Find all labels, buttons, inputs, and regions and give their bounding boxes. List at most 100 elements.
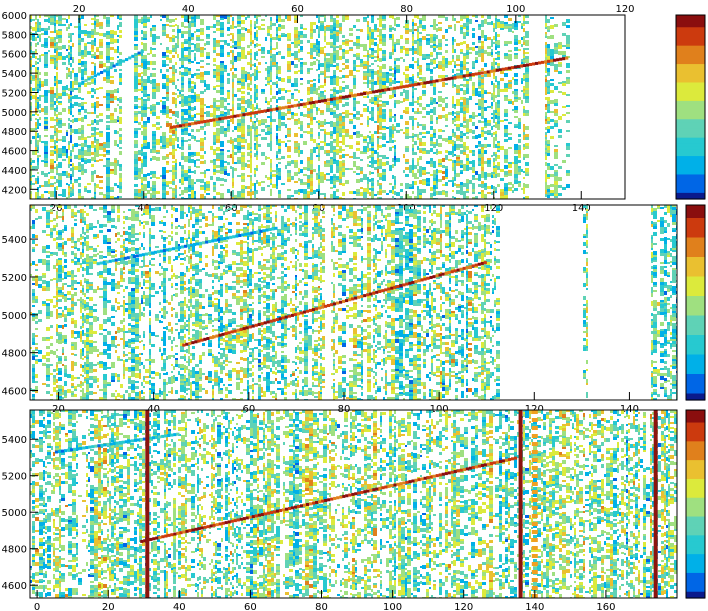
- heatmap-cell: [430, 141, 433, 144]
- heatmap-cell: [318, 125, 320, 129]
- heatmap-cell: [342, 192, 345, 196]
- heatmap-cell: [433, 58, 436, 60]
- heatmap-cell: [188, 185, 191, 188]
- heatmap-cell: [481, 144, 484, 147]
- heatmap-cell: [405, 30, 409, 34]
- heatmap-cell: [336, 50, 339, 52]
- heatmap-cell: [456, 124, 460, 127]
- heatmap-cell: [412, 79, 414, 82]
- heatmap-cell: [472, 167, 475, 171]
- heatmap-cell: [78, 112, 81, 115]
- heatmap-cell: [478, 103, 481, 106]
- heatmap-cell: [143, 61, 147, 65]
- heatmap-cell: [550, 166, 554, 170]
- heatmap-cell: [452, 149, 454, 153]
- heatmap-cell: [35, 61, 37, 65]
- heatmap-cell: [241, 15, 245, 17]
- heatmap-cell: [422, 77, 426, 80]
- heatmap-cell: [94, 131, 96, 135]
- heatmap-cell: [442, 190, 445, 192]
- heatmap-cell: [326, 53, 330, 56]
- heatmap-cell: [254, 92, 256, 94]
- heatmap-cell: [389, 73, 392, 76]
- heatmap-cell: [493, 116, 495, 119]
- heatmap-cell: [119, 147, 122, 149]
- heatmap-cell: [94, 89, 96, 92]
- heatmap-cell: [247, 53, 250, 55]
- heatmap-cell: [466, 81, 469, 84]
- heatmap-cell: [152, 104, 156, 106]
- heatmap-cell: [169, 60, 172, 63]
- heatmap-cell: [547, 48, 550, 50]
- heatmap-cell: [54, 21, 56, 23]
- heatmap-cell: [445, 29, 448, 33]
- heatmap-cell: [481, 49, 484, 53]
- heatmap-cell: [254, 76, 256, 78]
- heatmap-cell: [316, 69, 318, 71]
- heatmap-cell: [134, 99, 138, 102]
- heatmap-cell: [224, 169, 227, 171]
- heatmap-cell: [30, 178, 32, 181]
- heatmap-cell: [106, 115, 110, 117]
- heatmap-cell: [35, 128, 37, 130]
- heatmap-cell: [367, 50, 369, 53]
- heatmap-cell: [324, 131, 326, 134]
- heatmap-cell: [87, 124, 91, 126]
- heatmap-cell: [298, 153, 300, 157]
- heatmap-cell: [278, 38, 281, 41]
- heatmap-cell: [138, 193, 141, 197]
- heatmap-cell: [152, 134, 156, 136]
- heatmap-cell: [270, 128, 272, 132]
- heatmap-cell: [438, 143, 442, 147]
- heatmap-cell: [412, 146, 414, 148]
- heatmap-cell: [419, 72, 422, 75]
- heatmap-cell: [487, 144, 491, 147]
- heatmap-cell: [422, 116, 426, 118]
- heatmap-cell: [345, 85, 349, 89]
- heatmap-cell: [497, 155, 500, 159]
- heatmap-cell: [379, 197, 382, 199]
- heatmap-cell: [39, 155, 41, 157]
- heatmap-cell: [152, 124, 156, 127]
- heatmap-cell: [74, 77, 78, 81]
- heatmap-cell: [466, 196, 469, 199]
- heatmap-cell: [345, 129, 349, 133]
- heatmap-cell: [336, 166, 339, 169]
- heatmap-cell: [403, 110, 405, 113]
- heatmap-cell: [50, 176, 54, 179]
- heatmap-cell: [487, 37, 491, 40]
- heatmap-cell: [194, 114, 196, 118]
- heatmap-cell: [460, 136, 463, 138]
- heatmap-cell: [216, 139, 220, 143]
- heatmap-cell: [487, 123, 491, 126]
- heatmap-cell: [330, 171, 333, 173]
- heatmap-cell: [514, 79, 518, 81]
- heatmap-cell: [389, 135, 392, 137]
- heatmap-cell: [382, 91, 386, 94]
- heatmap-cell: [430, 76, 433, 79]
- heatmap-cell: [175, 172, 177, 175]
- heatmap-cell: [224, 128, 227, 131]
- heatmap-cell: [463, 142, 466, 146]
- heatmap-cell: [70, 91, 72, 95]
- heatmap-cell: [181, 112, 184, 116]
- heatmap-cell: [330, 62, 333, 64]
- heatmap-cell: [74, 81, 78, 85]
- heatmap-cell: [349, 72, 353, 76]
- heatmap-cell: [117, 28, 119, 30]
- heatmap-cell: [318, 30, 320, 34]
- heatmap-cell: [403, 46, 405, 50]
- heatmap-cell: [310, 62, 313, 66]
- heatmap-cell: [232, 97, 234, 101]
- heatmap-cell: [141, 131, 143, 135]
- heatmap-cell: [200, 126, 204, 128]
- heatmap-cell: [37, 158, 39, 162]
- heatmap-cell: [508, 82, 512, 84]
- heatmap-cell: [54, 197, 56, 199]
- heatmap-cell: [172, 155, 175, 157]
- heatmap-cell: [256, 126, 258, 129]
- heatmap-cell: [117, 25, 119, 28]
- heatmap-cell: [99, 22, 103, 26]
- heatmap-cell: [491, 81, 493, 85]
- heatmap-cell: [250, 140, 252, 143]
